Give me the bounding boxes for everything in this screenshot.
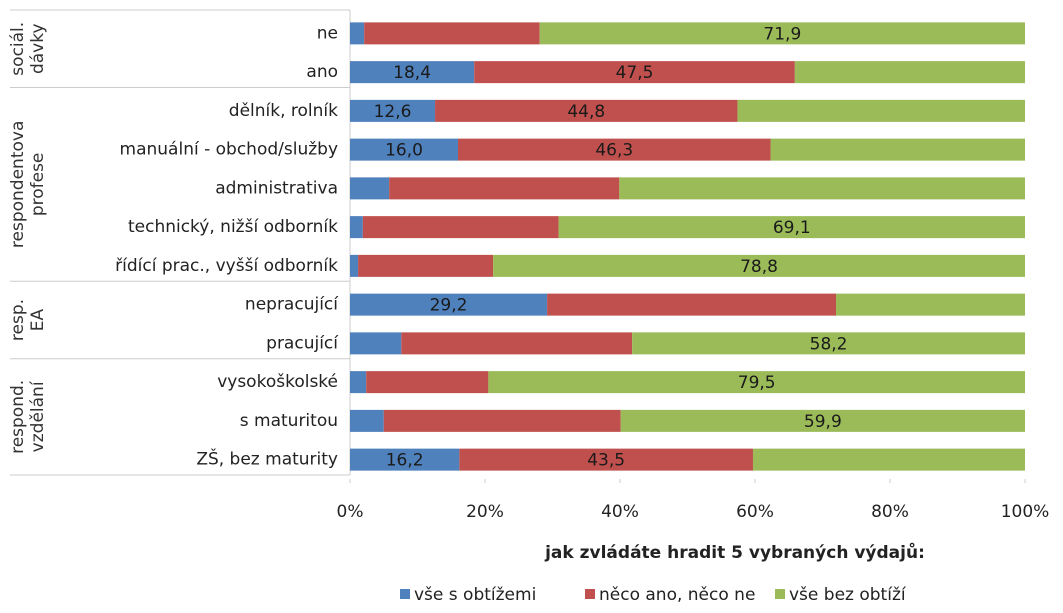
bar-segment [389, 177, 620, 200]
bar-segment [458, 138, 771, 161]
bar-segment [539, 22, 1025, 45]
category-label: ano [306, 62, 338, 82]
category-label: administrativa [215, 178, 338, 198]
bar-segment [474, 61, 795, 84]
value-label: 47,5 [616, 63, 654, 83]
bar-segment [364, 22, 540, 45]
value-label: 69,1 [773, 218, 811, 238]
category-label: dělník, rolník [229, 101, 338, 121]
value-label: 59,9 [804, 412, 842, 432]
category-label: vysokoškolské [217, 372, 338, 392]
category-label: s maturitou [240, 411, 338, 431]
category-label: řídící prac., vyšší odborník [115, 256, 338, 276]
bar-segment [362, 216, 559, 239]
bar-segment [350, 293, 548, 316]
bar-segment [794, 61, 1025, 84]
category-label: ne [317, 23, 338, 43]
group-label: sociál. [8, 22, 28, 76]
value-label: 78,8 [740, 257, 778, 277]
value-label: 71,9 [763, 24, 801, 44]
group-label: dávky [28, 23, 48, 74]
legend-swatch [775, 589, 785, 599]
legend-swatch [400, 589, 410, 599]
bar-segment [350, 22, 365, 45]
group-label: resp. [8, 299, 28, 341]
bar-segment [350, 99, 436, 122]
bar-segment [435, 99, 738, 122]
value-label: 29,2 [430, 296, 468, 316]
value-label: 79,5 [738, 373, 776, 393]
value-label: 16,2 [386, 451, 424, 471]
bar-segment [358, 254, 494, 277]
category-label: technický, nižší odborník [128, 217, 338, 237]
category-label: pracující [266, 333, 339, 353]
value-label: 18,4 [393, 63, 431, 83]
x-tick-label: 80% [871, 502, 909, 522]
bar-segment [558, 216, 1025, 239]
bar-segment [350, 254, 359, 277]
x-tick-label: 0% [337, 502, 364, 522]
bar-segment [350, 448, 460, 471]
bar-segment [547, 293, 836, 316]
x-tick-label: 60% [736, 502, 774, 522]
bar-segment [752, 448, 1025, 471]
x-tick-label: 40% [601, 502, 639, 522]
category-label: nepracující [245, 295, 339, 315]
value-label: 12,6 [374, 102, 412, 122]
x-tick-label: 100% [1001, 502, 1050, 522]
value-label: 44,8 [567, 102, 605, 122]
legend-label: vše s obtížemi [414, 585, 536, 605]
group-label: profese [28, 153, 48, 217]
group-label: EA [28, 308, 48, 331]
group-label: vzdělání [28, 380, 48, 452]
bar-segment [459, 448, 753, 471]
legend-label: něco ano, něco ne [599, 585, 755, 605]
bar-segment [350, 409, 384, 432]
legend-swatch [585, 589, 595, 599]
legend-label: vše bez obtíží [789, 585, 907, 605]
value-label: 46,3 [595, 141, 633, 161]
bar-segment [350, 177, 390, 200]
bar-segment [350, 332, 402, 355]
category-label: manuální - obchod/služby [120, 140, 338, 160]
x-tick-label: 20% [466, 502, 504, 522]
bar-segment [366, 371, 489, 394]
bar-segment [383, 409, 621, 432]
group-label: respondentova [8, 121, 28, 248]
bar-segment [350, 61, 475, 84]
bar-segment [493, 254, 1026, 277]
value-label: 58,2 [810, 334, 848, 354]
bar-segment [350, 138, 458, 161]
bar-segment [350, 216, 363, 239]
value-label: 16,0 [385, 141, 423, 161]
bar-segment [770, 138, 1025, 161]
bar-segment [401, 332, 633, 355]
bar-segment [350, 371, 367, 394]
category-label: ZŠ, bez maturity [196, 448, 338, 470]
bar-segment [488, 371, 1025, 394]
value-label: 43,5 [587, 451, 625, 471]
bar-segment [836, 293, 1025, 316]
bar-segment [737, 99, 1025, 122]
bar-segment [620, 409, 1025, 432]
bar-segment [632, 332, 1025, 355]
group-label: respond. [8, 380, 28, 454]
axis-title: jak zvládáte hradit 5 vybraných výdajů: [544, 541, 925, 563]
bar-segment [619, 177, 1025, 200]
